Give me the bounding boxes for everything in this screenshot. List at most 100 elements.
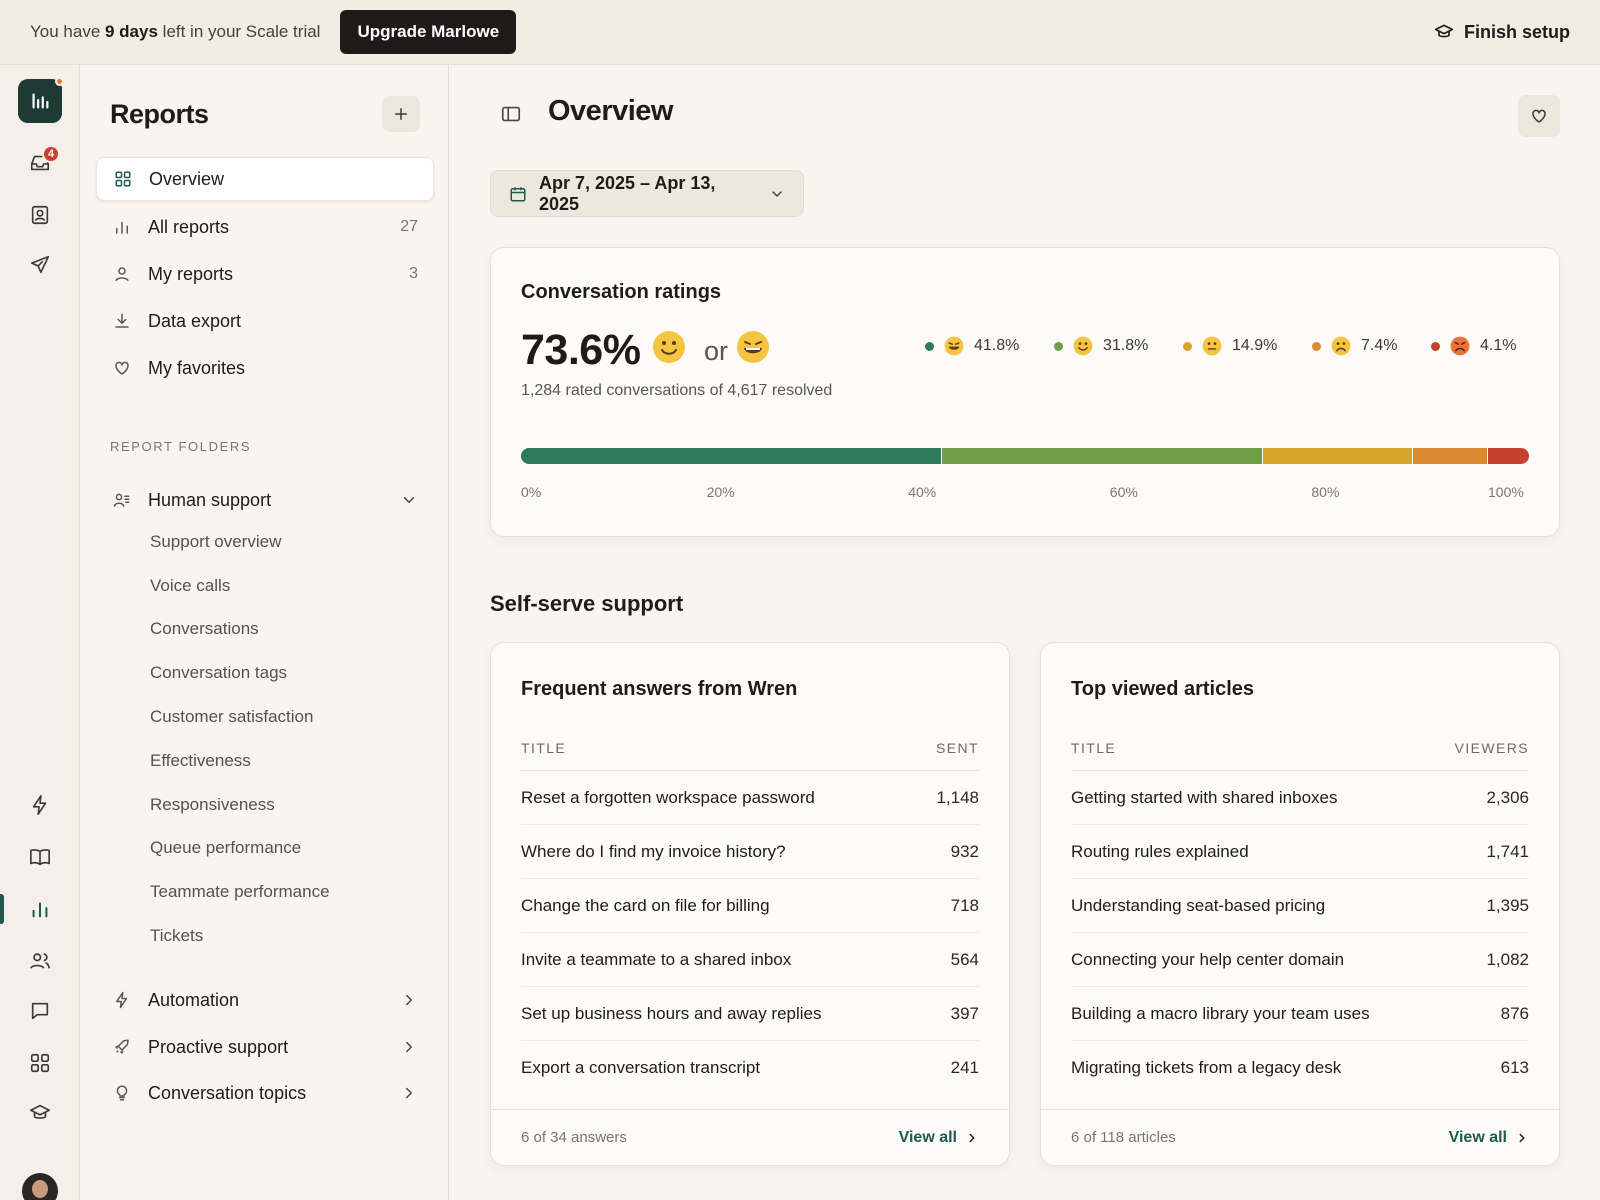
upgrade-button[interactable]: Upgrade Marlowe	[340, 10, 517, 54]
academy-icon[interactable]	[20, 1093, 60, 1133]
subitem-conversation-tags[interactable]: Conversation tags	[150, 663, 288, 682]
table-row[interactable]: Set up business hours and away replies 39…	[521, 987, 979, 1041]
folder-conversation-topics[interactable]: Conversation topics	[96, 1071, 434, 1115]
table-row[interactable]: Routing rules explained 1,741	[1071, 825, 1529, 879]
sidebar-item-label: My favorites	[148, 357, 246, 378]
table-row[interactable]: Invite a teammate to a shared inbox 564	[521, 933, 979, 987]
grinning-face-icon	[737, 331, 769, 363]
legend-dot	[1312, 341, 1321, 351]
report-folders-label: REPORT FOLDERS	[110, 439, 252, 454]
apps-grid-icon[interactable]	[20, 1043, 60, 1083]
add-report-button[interactable]	[382, 96, 420, 132]
row-value: 397	[950, 1003, 979, 1023]
inbox-icon[interactable]: 4	[20, 143, 60, 183]
sidebar-title: Reports	[110, 99, 209, 129]
view-all-answers-link[interactable]: View all	[899, 1129, 979, 1147]
subitem-support-overview[interactable]: Support overview	[150, 532, 282, 551]
send-icon[interactable]	[20, 245, 60, 285]
table-row[interactable]: Reset a forgotten workspace password 1,14…	[521, 771, 979, 825]
folder-label: Automation	[148, 989, 240, 1010]
header-divider	[521, 770, 979, 771]
sidebar-item-label: Overview	[149, 168, 225, 189]
user-avatar[interactable]	[22, 1173, 58, 1200]
folder-proactive-support[interactable]: Proactive support	[96, 1025, 434, 1069]
row-value: 2,306	[1486, 787, 1529, 807]
main-content: Overview Apr 7, 2025 – Apr 13, 2025 Conv…	[450, 65, 1600, 1200]
sidebar-item-overview[interactable]: Overview	[96, 157, 434, 201]
top-viewed-articles-card: Top viewed articles TITLE VIEWERS Gettin…	[1040, 642, 1560, 1166]
view-all-articles-link[interactable]: View all	[1449, 1129, 1529, 1147]
bar-chart-icon	[112, 217, 132, 237]
ratings-distribution-bar	[521, 448, 1529, 464]
sidebar-item-my-favorites[interactable]: My favorites	[96, 346, 434, 390]
section-title: Self-serve support	[490, 591, 684, 616]
table-row[interactable]: Migrating tickets from a legacy desk 613	[1071, 1041, 1529, 1095]
table-row[interactable]: Connecting your help center domain 1,082	[1071, 933, 1529, 987]
subitem-customer-satisfaction[interactable]: Customer satisfaction	[150, 707, 314, 726]
row-title: Getting started with shared inboxes	[1071, 787, 1338, 807]
chat-icon[interactable]	[20, 991, 60, 1031]
legend-dot	[1431, 341, 1440, 351]
table-row[interactable]: Understanding seat-based pricing 1,395	[1071, 879, 1529, 933]
book-icon[interactable]	[20, 837, 60, 877]
row-value: 876	[1500, 1003, 1529, 1023]
folder-automation[interactable]: Automation	[96, 978, 434, 1022]
axis-tick-label: 0%	[521, 484, 542, 500]
calendar-icon	[509, 185, 527, 203]
column-header-sent: SENT	[936, 740, 979, 756]
legend-dot	[1183, 341, 1192, 351]
reports-icon[interactable]	[20, 889, 60, 929]
subitem-queue-performance[interactable]: Queue performance	[150, 838, 302, 857]
axis-tick-label: 60%	[1109, 484, 1138, 500]
sidebar-item-label: My reports	[148, 263, 234, 284]
card-title: Conversation ratings	[521, 281, 722, 303]
conversation-ratings-card: Conversation ratings 73.6% or 1,284 rate…	[490, 247, 1560, 537]
sidebar-item-my-reports[interactable]: My reports 3	[96, 252, 434, 296]
trial-message-suffix: left in your Scale trial	[157, 22, 321, 41]
finish-setup-button[interactable]: Finish setup	[1434, 22, 1570, 43]
date-range-picker[interactable]: Apr 7, 2025 – Apr 13, 2025	[490, 170, 804, 217]
trial-message-prefix: You have	[30, 22, 105, 41]
rating-bar-segment	[1487, 448, 1529, 464]
table-row[interactable]: Building a macro library your team uses 8…	[1071, 987, 1529, 1041]
results-count: 6 of 118 articles	[1071, 1129, 1176, 1146]
subitem-teammate-performance[interactable]: Teammate performance	[150, 882, 330, 901]
heart-icon	[112, 358, 132, 378]
table-row[interactable]: Getting started with shared inboxes 2,306	[1071, 771, 1529, 825]
favorite-button[interactable]	[1518, 95, 1560, 137]
contacts-icon[interactable]	[20, 195, 60, 235]
subitem-effectiveness[interactable]: Effectiveness	[150, 751, 251, 770]
legend-item: 41.8%	[925, 336, 1019, 356]
row-value: 1,148	[936, 787, 979, 807]
folder-human-support[interactable]: Human support	[96, 478, 434, 522]
subitem-responsiveness[interactable]: Responsiveness	[150, 795, 275, 814]
card-footer: 6 of 34 answers View all	[491, 1109, 1009, 1165]
row-value: 613	[1500, 1058, 1529, 1077]
row-title: Connecting your help center domain	[1071, 949, 1345, 969]
sidebar-toggle-icon[interactable]	[500, 103, 524, 127]
rating-bar-segment	[521, 448, 943, 464]
row-value: 1,082	[1486, 949, 1529, 969]
row-value: 1,741	[1486, 841, 1529, 861]
table-row[interactable]: Export a conversation transcript 241	[521, 1041, 979, 1095]
table-row[interactable]: Where do I find my invoice history? 932	[521, 825, 979, 879]
sidebar-item-data-export[interactable]: Data export	[96, 299, 434, 343]
card-title: Frequent answers from Wren	[521, 678, 798, 700]
legend-item: 31.8%	[1054, 336, 1148, 356]
team-icon[interactable]	[20, 941, 60, 981]
results-count: 6 of 34 answers	[521, 1129, 627, 1146]
finish-setup-label: Finish setup	[1463, 21, 1570, 42]
reports-app-logo[interactable]	[18, 77, 64, 123]
column-header-title: TITLE	[1071, 740, 1117, 756]
sidebar-item-all-reports[interactable]: All reports 27	[96, 205, 434, 249]
graduation-cap-icon	[1434, 22, 1454, 42]
sidebar-item-count: 27	[400, 218, 418, 235]
bolt-icon[interactable]	[20, 785, 60, 825]
folder-label: Human support	[148, 489, 272, 510]
table-row[interactable]: Change the card on file for billing 718	[521, 879, 979, 933]
subitem-conversations[interactable]: Conversations	[150, 619, 259, 638]
view-all-label: View all	[1448, 1128, 1507, 1146]
subitem-voice-calls[interactable]: Voice calls	[150, 576, 231, 595]
subitem-tickets[interactable]: Tickets	[150, 926, 204, 945]
row-title: Invite a teammate to a shared inbox	[521, 949, 792, 969]
